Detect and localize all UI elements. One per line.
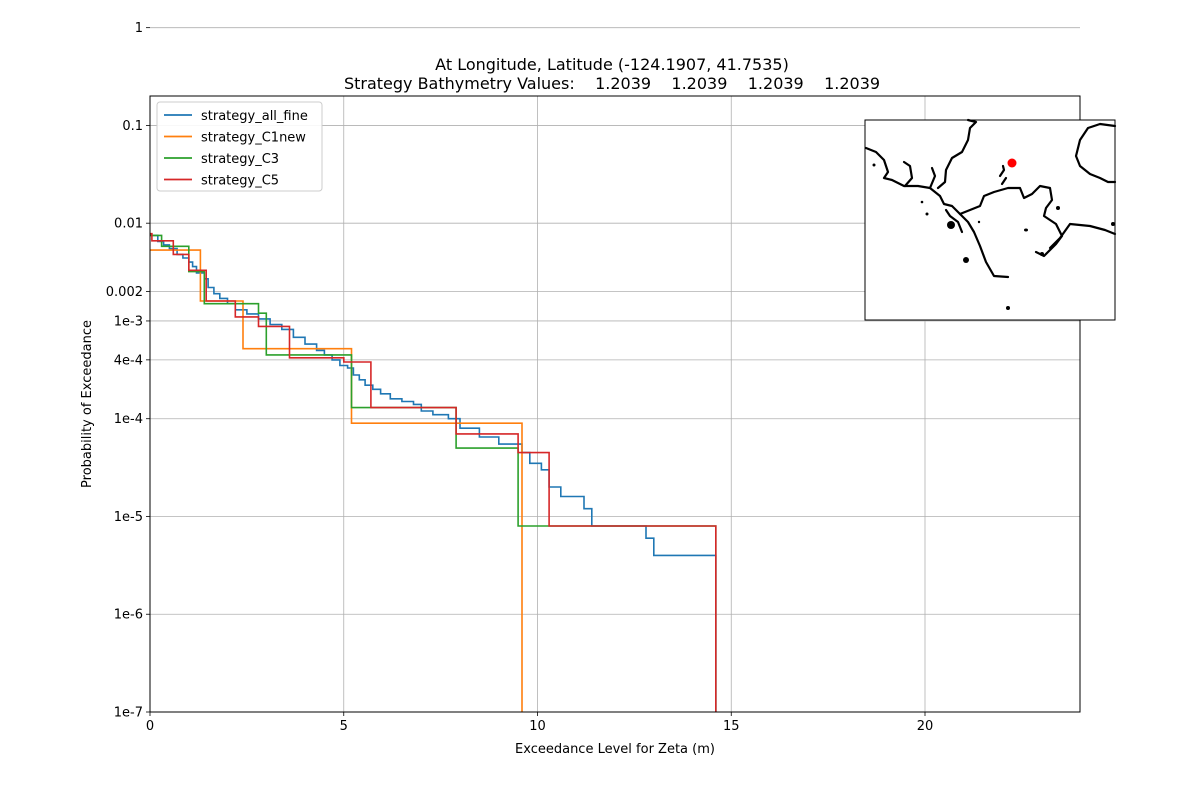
x-tick-label: 5 bbox=[340, 719, 348, 734]
legend-box bbox=[156, 101, 323, 192]
legend-label-strategy_all_fine: strategy_all_fine bbox=[201, 109, 308, 124]
legend-label-strategy_C5: strategy_C5 bbox=[201, 174, 279, 189]
series-layer bbox=[150, 232, 717, 712]
y-tick-label: 0.01 bbox=[114, 217, 143, 232]
y-tick-label: 1e-5 bbox=[114, 510, 143, 525]
series-line-strategy_all_fine bbox=[150, 234, 717, 712]
y-tick-label: 4e-4 bbox=[114, 353, 143, 368]
plot-frame bbox=[149, 95, 1081, 713]
legend-label-strategy_C3: strategy_C3 bbox=[201, 152, 279, 167]
coastline bbox=[864, 118, 1117, 279]
chart-title: At Longitude, Latitude (-124.1907, 41.75… bbox=[435, 55, 789, 74]
x-axis: 0 5 10 15 20 bbox=[146, 712, 933, 734]
islands bbox=[872, 163, 1115, 310]
x-axis-label: Exceedance Level for Zeta (m) bbox=[515, 742, 715, 757]
x-tick-label: 10 bbox=[529, 719, 546, 734]
legend-label-strategy_C1new: strategy_C1new bbox=[201, 131, 306, 146]
series-line-strategy_C5 bbox=[150, 232, 717, 712]
y-tick-label: 0.002 bbox=[106, 285, 143, 300]
legend: strategy_all_fine strategy_C1new strategy_… bbox=[156, 101, 323, 192]
y-axis-label: Probability of Exceedance bbox=[80, 320, 95, 488]
y-tick-label: 1e-6 bbox=[114, 608, 143, 623]
x-tick-label: 0 bbox=[146, 719, 154, 734]
y-tick-label: 0.1 bbox=[122, 119, 143, 134]
x-tick-label: 20 bbox=[917, 719, 934, 734]
series-line-strategy_C1new bbox=[150, 249, 523, 712]
y-axis: 1 0.1 0.01 0.002 1e-3 4e-4 1e-4 1e-5 1e-6 1e-7 bbox=[106, 21, 150, 721]
inset-map bbox=[864, 118, 1117, 321]
location-marker bbox=[1007, 158, 1017, 168]
y-tick-label: 1e-4 bbox=[114, 412, 143, 427]
chart-subtitle: Strategy Bathymetry Values: 1.2039 1.203… bbox=[344, 74, 880, 93]
y-tick-label: 1e-3 bbox=[114, 314, 143, 329]
y-tick-label: 1 bbox=[135, 21, 143, 36]
inset-map-frame bbox=[864, 119, 1116, 321]
y-tick-label: 1e-7 bbox=[114, 706, 143, 721]
x-tick-label: 15 bbox=[723, 719, 740, 734]
